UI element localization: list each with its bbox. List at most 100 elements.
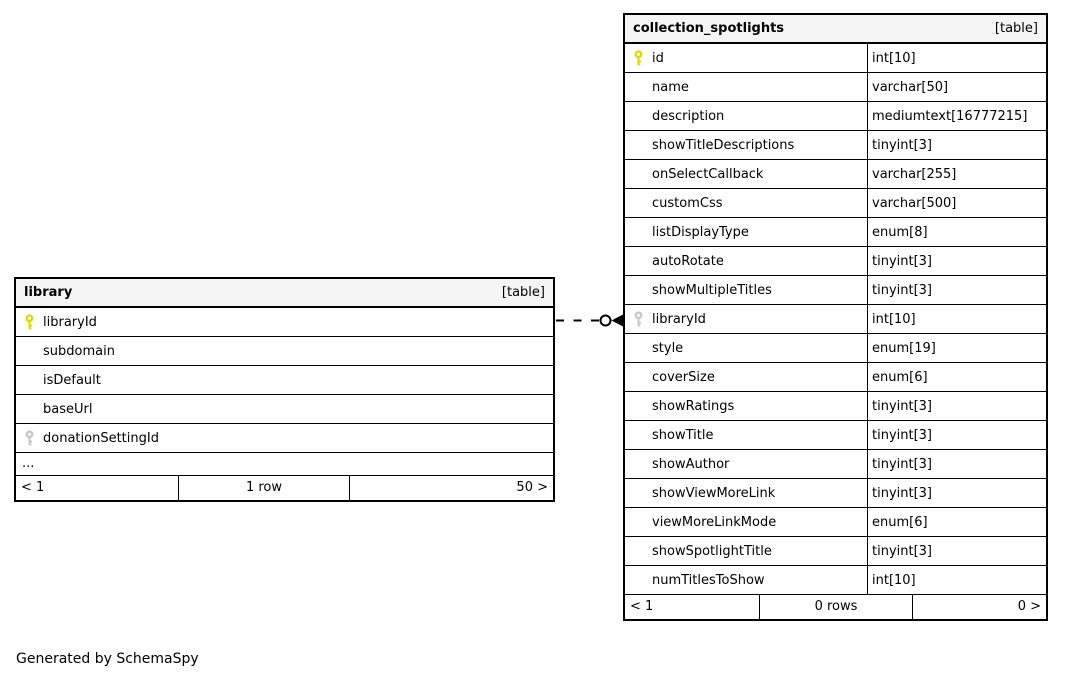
column-name-cell: showSpotlightTitle (625, 537, 868, 565)
column-row-libraryId: libraryId int[10] (625, 305, 1046, 334)
column-name-cell: style (625, 334, 868, 362)
column-row-onSelectCallback: onSelectCallback varchar[255] (625, 160, 1046, 189)
column-name: style (652, 340, 684, 356)
primary-key-slot (16, 313, 43, 331)
column-row-style: style enum[19] (625, 334, 1046, 363)
column-type: tinyint[3] (872, 137, 933, 153)
column-name-cell: coverSize (625, 363, 868, 391)
column-name-cell: viewMoreLinkMode (625, 508, 868, 536)
column-name-cell: libraryId (625, 305, 868, 333)
column-row-description: description mediumtext[16777215] (625, 102, 1046, 131)
column-type: int[10] (872, 311, 916, 327)
column-name-cell: autoRotate (625, 247, 868, 275)
column-name-cell: donationSettingId (16, 424, 553, 452)
column-name: isDefault (43, 372, 101, 388)
column-type: tinyint[3] (872, 485, 933, 501)
column-type: enum[6] (872, 514, 928, 530)
column-row-id: id int[10] (625, 44, 1046, 73)
column-name-cell: subdomain (16, 337, 553, 365)
table-title[interactable]: library (24, 284, 73, 300)
table-header-collection-spotlights[interactable]: collection_spotlights [table] (625, 15, 1046, 44)
column-type: mediumtext[16777215] (872, 108, 1028, 124)
column-name-cell: numTitlesToShow (625, 566, 868, 594)
column-type: tinyint[3] (872, 398, 933, 414)
column-name-cell: baseUrl (16, 395, 553, 423)
column-row-showTitle: showTitle tinyint[3] (625, 421, 1046, 450)
table-footer: < 1 1 row 50 > (16, 476, 553, 500)
column-row-showTitleDescriptions: showTitleDescriptions tinyint[3] (625, 131, 1046, 160)
column-row-numTitlesToShow: numTitlesToShow int[10] (625, 566, 1046, 595)
column-type: enum[19] (872, 340, 936, 356)
column-name-cell: onSelectCallback (625, 160, 868, 188)
column-row-showSpotlightTitle: showSpotlightTitle tinyint[3] (625, 537, 1046, 566)
primary-key-icon (634, 49, 643, 66)
column-name-cell: name (625, 73, 868, 101)
column-name-cell: showMultipleTitles (625, 276, 868, 304)
column-row-showAuthor: showAuthor tinyint[3] (625, 450, 1046, 479)
table-tag: [table] (994, 20, 1038, 36)
column-type: enum[6] (872, 369, 928, 385)
column-name: showRatings (652, 398, 735, 414)
column-type: int[10] (872, 50, 916, 66)
column-row-showMultipleTitles: showMultipleTitles tinyint[3] (625, 276, 1046, 305)
column-name: customCss (652, 195, 723, 211)
column-name: onSelectCallback (652, 166, 764, 182)
foreign-key-slot (625, 310, 652, 328)
column-row-listDisplayType: listDisplayType enum[8] (625, 218, 1046, 247)
column-type: varchar[500] (872, 195, 957, 211)
column-row-viewMoreLinkMode: viewMoreLinkMode enum[6] (625, 508, 1046, 537)
footer-row-count: 0 rows (759, 595, 913, 619)
column-name: showMultipleTitles (652, 282, 772, 298)
column-row-autoRotate: autoRotate tinyint[3] (625, 247, 1046, 276)
column-name: showAuthor (652, 456, 730, 472)
footer-first-page: < 1 (630, 599, 654, 614)
column-name: viewMoreLinkMode (652, 514, 777, 530)
column-type: tinyint[3] (872, 253, 933, 269)
column-type: tinyint[3] (872, 456, 933, 472)
relationship-circle-end (599, 314, 612, 327)
table-tag: [table] (501, 284, 545, 300)
column-name: showTitle (652, 427, 714, 443)
column-name-cell: customCss (625, 189, 868, 217)
column-row-showViewMoreLink: showViewMoreLink tinyint[3] (625, 479, 1046, 508)
foreign-key-icon (25, 429, 34, 446)
column-row-customCss: customCss varchar[500] (625, 189, 1046, 218)
primary-key-icon (25, 313, 34, 330)
column-name: baseUrl (43, 401, 93, 417)
column-type: varchar[255] (872, 166, 957, 182)
column-name-cell: showTitleDescriptions (625, 131, 868, 159)
column-name-cell: showTitle (625, 421, 868, 449)
primary-key-slot (625, 49, 652, 67)
table-node-collection-spotlights[interactable]: collection_spotlights [table] id int[10] n… (623, 13, 1048, 621)
column-row-libraryId: libraryId (16, 308, 553, 337)
column-name: subdomain (43, 343, 115, 359)
column-name: donationSettingId (43, 430, 159, 446)
column-name-cell: showAuthor (625, 450, 868, 478)
column-type: tinyint[3] (872, 282, 933, 298)
table-title[interactable]: collection_spotlights (633, 20, 785, 36)
column-name: libraryId (43, 314, 97, 330)
column-name: showViewMoreLink (652, 485, 776, 501)
foreign-key-slot (16, 429, 43, 447)
ellipsis-row: ... (16, 453, 553, 476)
column-row-showRatings: showRatings tinyint[3] (625, 392, 1046, 421)
table-node-library[interactable]: library [table] libraryId subdomain isDefa… (14, 277, 555, 502)
column-name: description (652, 108, 725, 124)
column-type: tinyint[3] (872, 427, 933, 443)
column-row-name: name varchar[50] (625, 73, 1046, 102)
column-name: showSpotlightTitle (652, 543, 772, 559)
column-name-cell: libraryId (16, 308, 553, 336)
column-row-coverSize: coverSize enum[6] (625, 363, 1046, 392)
footer-first-page: < 1 (21, 480, 45, 495)
footer-row-count: 1 row (178, 476, 350, 500)
column-rows: id int[10] name varchar[50] description mediu… (625, 44, 1046, 595)
column-name: id (652, 50, 664, 66)
column-name-cell: showViewMoreLink (625, 479, 868, 507)
generated-by-note: Generated by SchemaSpy (16, 651, 199, 667)
column-row-baseUrl: baseUrl (16, 395, 553, 424)
column-type: enum[8] (872, 224, 928, 240)
column-type: int[10] (872, 572, 916, 588)
column-name-cell: id (625, 44, 868, 72)
foreign-key-icon (634, 310, 643, 327)
table-header-library[interactable]: library [table] (16, 279, 553, 308)
